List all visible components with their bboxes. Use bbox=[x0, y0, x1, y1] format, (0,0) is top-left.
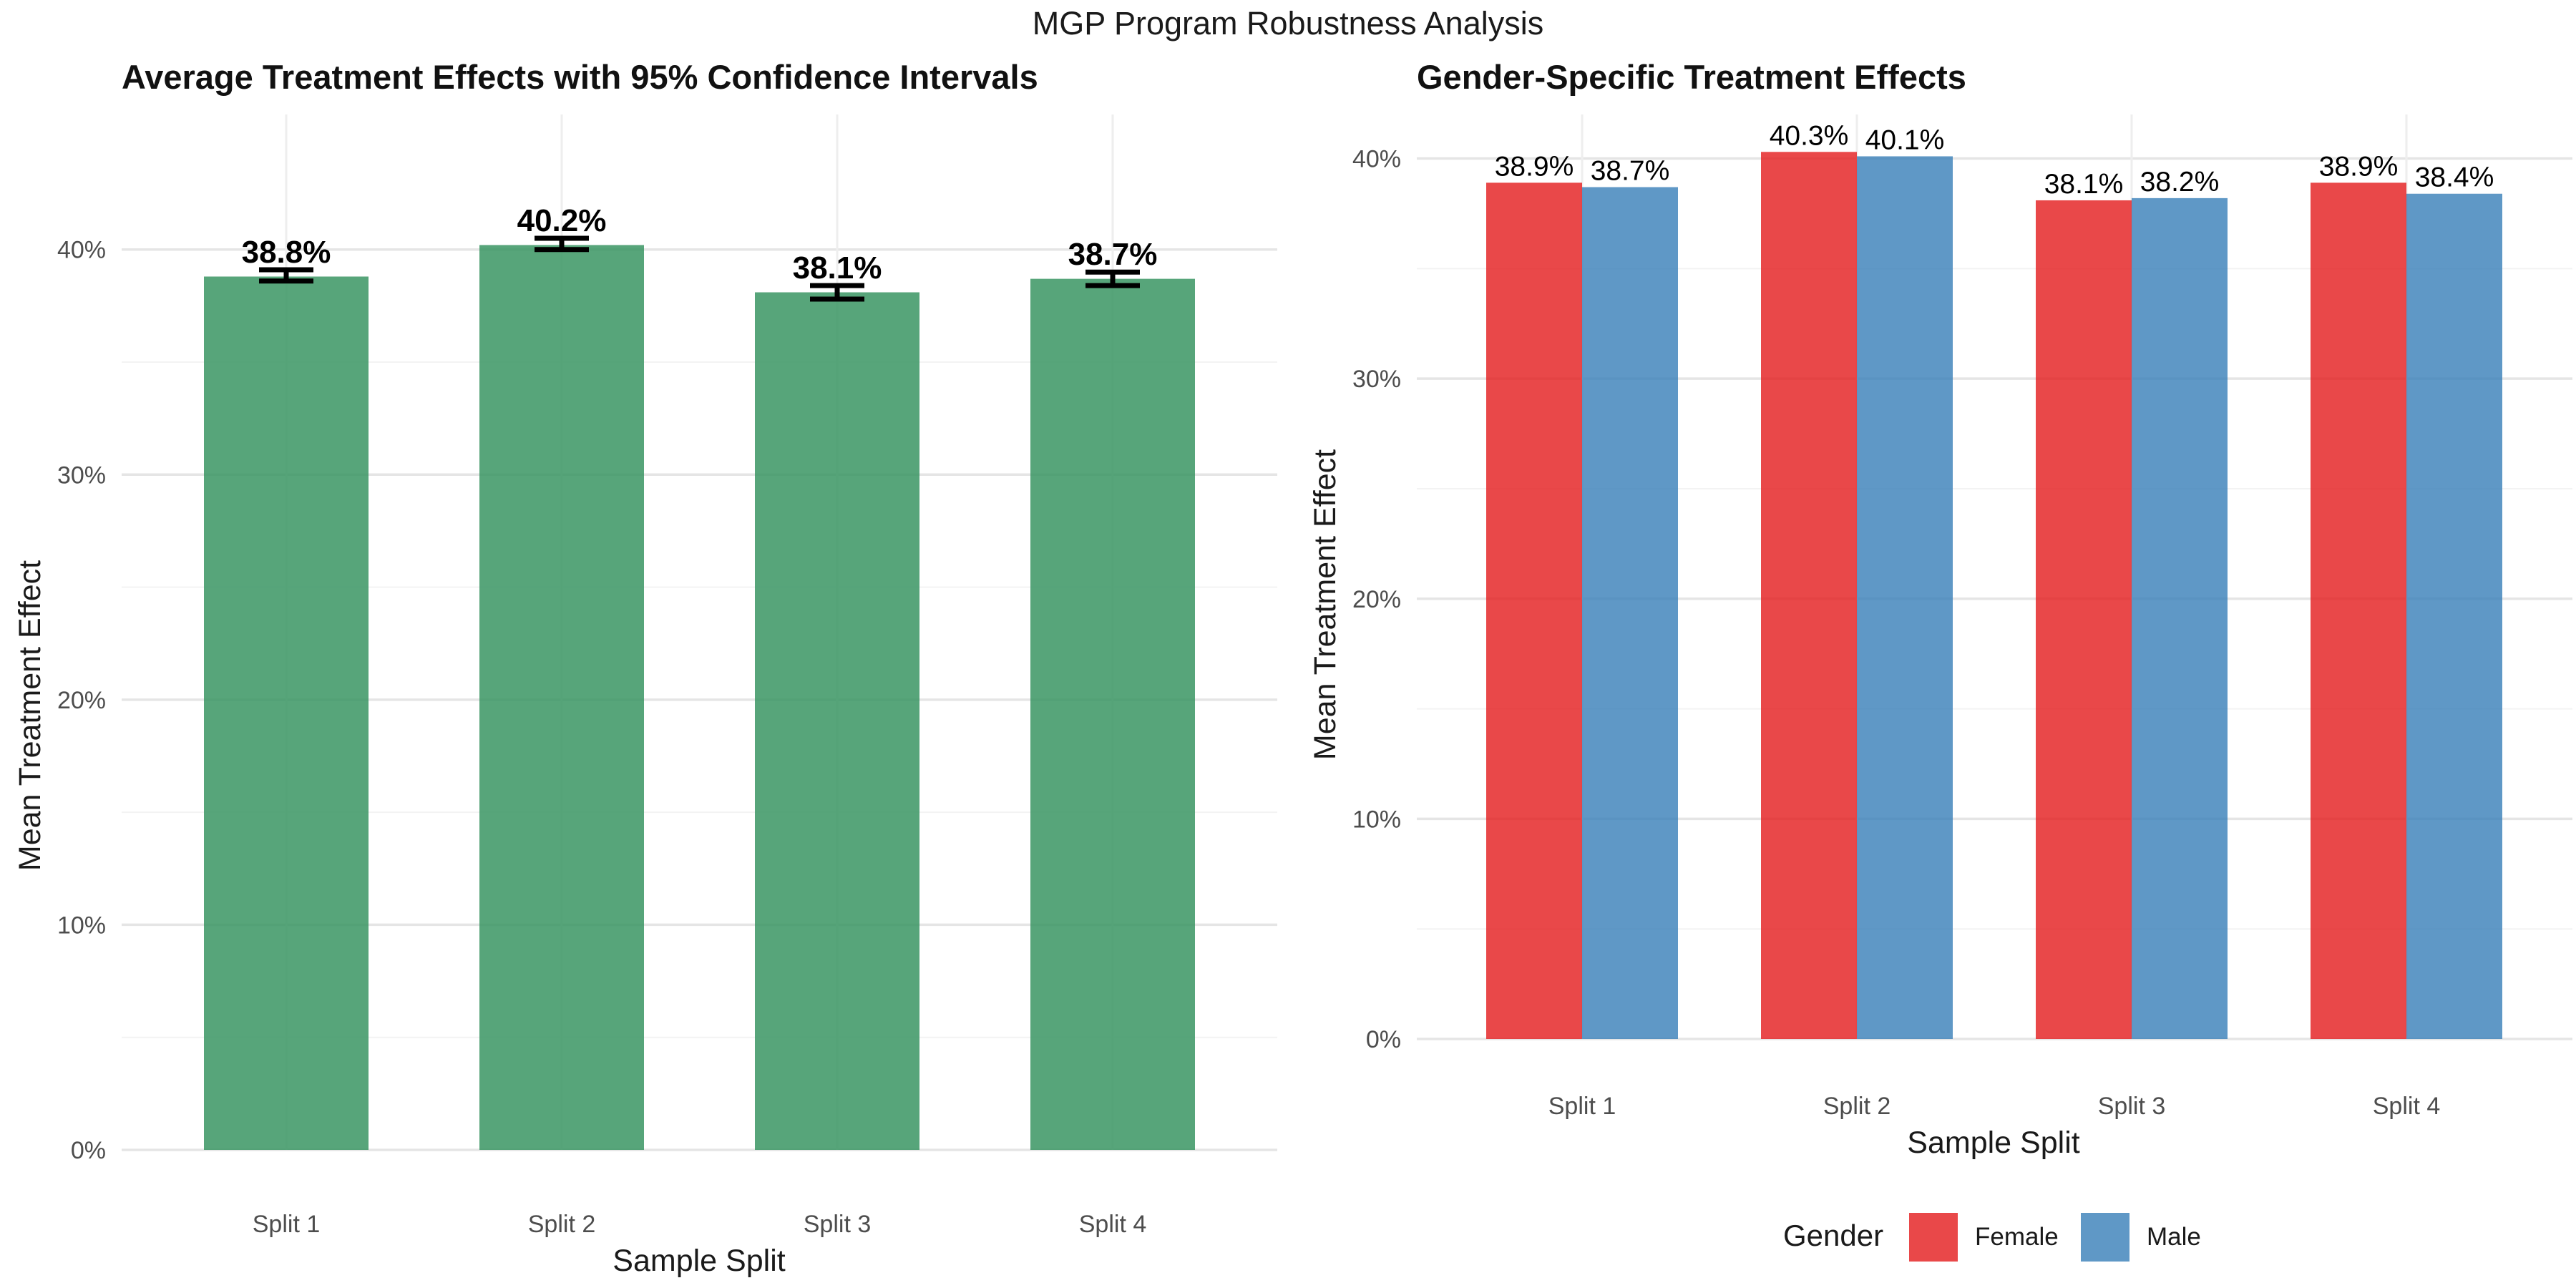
right-y-axis-title: Mean Treatment Effect bbox=[1308, 449, 1342, 760]
right-chart-panel: Gender-Specific Treatment Effects 38.9% 4… bbox=[1308, 58, 2572, 1160]
legend-label-male: Male bbox=[2147, 1223, 2201, 1251]
left-y-tick-labels: 0% 10% 20% 30% 40% bbox=[57, 237, 106, 1164]
bar-male-split-3 bbox=[2132, 197, 2228, 1039]
right-bars bbox=[1486, 152, 2502, 1039]
figure-suptitle: MGP Program Robustness Analysis bbox=[1033, 5, 1543, 42]
bar-female-split-3 bbox=[2036, 200, 2132, 1039]
legend-title: Gender bbox=[1783, 1219, 1883, 1252]
error-bar-split-3 bbox=[810, 283, 864, 302]
error-bar-split-1 bbox=[259, 267, 313, 284]
bar-split-4 bbox=[1030, 278, 1195, 1151]
legend-label-female: Female bbox=[1975, 1223, 2059, 1251]
bar-male-split-1 bbox=[1582, 187, 1678, 1039]
value-label-male-split-2: 40.1% bbox=[1865, 125, 1945, 155]
right-y-tick-labels: 0% 10% 20% 30% 40% bbox=[1352, 146, 1401, 1053]
right-chart-title: Gender-Specific Treatment Effects bbox=[1417, 58, 1966, 96]
right-y-tick-label: 10% bbox=[1352, 806, 1401, 833]
right-x-tick-label: Split 2 bbox=[1823, 1093, 1891, 1120]
error-bar-split-4 bbox=[1085, 269, 1140, 288]
left-chart-title: Average Treatment Effects with 95% Confi… bbox=[122, 58, 1038, 96]
value-label-female-split-1: 38.9% bbox=[1495, 151, 1574, 182]
right-x-tick-label: Split 1 bbox=[1548, 1093, 1616, 1120]
left-error-bars bbox=[259, 235, 1140, 302]
bar-male-split-2 bbox=[1857, 156, 1953, 1039]
legend: Gender Female Male bbox=[1783, 1213, 2201, 1262]
value-label-female-split-3: 38.1% bbox=[2044, 169, 2124, 200]
left-chart-panel: Average Treatment Effects with 95% Confi… bbox=[13, 58, 1277, 1278]
bar-female-split-1 bbox=[1486, 182, 1582, 1039]
bar-split-1 bbox=[204, 276, 369, 1151]
bar-split-2 bbox=[479, 245, 644, 1151]
left-x-tick-labels: Split 1 Split 2 Split 3 Split 4 bbox=[253, 1211, 1147, 1238]
bar-female-split-2 bbox=[1761, 152, 1857, 1039]
value-label-split-1: 38.8% bbox=[242, 235, 331, 270]
left-value-labels: 38.8% 40.2% 38.1% 38.7% bbox=[242, 203, 1158, 286]
value-label-male-split-3: 38.2% bbox=[2140, 167, 2220, 197]
right-y-tick-label: 30% bbox=[1352, 366, 1401, 393]
value-label-split-4: 38.7% bbox=[1068, 237, 1158, 272]
right-value-labels: 38.9% 40.3% 38.1% 38.9% 38.7% 40.1% 38.2% 38.4% bbox=[1495, 120, 2494, 200]
right-y-tick-label: 40% bbox=[1352, 146, 1401, 173]
right-x-axis-title: Sample Split bbox=[1907, 1126, 2079, 1160]
left-x-tick-label: Split 4 bbox=[1079, 1211, 1147, 1238]
value-label-male-split-1: 38.7% bbox=[1591, 156, 1670, 187]
left-x-tick-label: Split 1 bbox=[253, 1211, 321, 1238]
left-x-tick-label: Split 2 bbox=[528, 1211, 596, 1238]
error-bar-split-2 bbox=[535, 235, 589, 253]
bar-male-split-4 bbox=[2406, 193, 2502, 1039]
bar-split-3 bbox=[755, 292, 919, 1150]
right-x-tick-label: Split 4 bbox=[2373, 1093, 2441, 1120]
value-label-female-split-4: 38.9% bbox=[2319, 151, 2399, 182]
right-x-tick-labels: Split 1 Split 2 Split 3 Split 4 bbox=[1548, 1093, 2441, 1120]
right-y-tick-label: 0% bbox=[1366, 1026, 1401, 1053]
left-y-axis-title: Mean Treatment Effect bbox=[13, 560, 47, 871]
legend-swatch-male bbox=[2081, 1213, 2129, 1262]
left-y-tick-label: 30% bbox=[57, 462, 106, 489]
left-x-axis-title: Sample Split bbox=[613, 1244, 785, 1278]
left-bars bbox=[204, 245, 1195, 1151]
left-x-tick-label: Split 3 bbox=[804, 1211, 872, 1238]
bar-female-split-4 bbox=[2311, 182, 2406, 1039]
left-y-tick-label: 20% bbox=[57, 687, 106, 714]
value-label-split-3: 38.1% bbox=[793, 250, 882, 286]
value-label-split-2: 40.2% bbox=[517, 203, 607, 238]
left-y-tick-label: 40% bbox=[57, 237, 106, 264]
value-label-male-split-4: 38.4% bbox=[2415, 162, 2494, 193]
left-y-tick-label: 0% bbox=[71, 1137, 106, 1164]
right-x-tick-label: Split 3 bbox=[2098, 1093, 2166, 1120]
left-y-tick-label: 10% bbox=[57, 912, 106, 939]
right-y-tick-label: 20% bbox=[1352, 586, 1401, 613]
legend-swatch-female bbox=[1909, 1213, 1958, 1262]
value-label-female-split-2: 40.3% bbox=[1770, 120, 1849, 151]
